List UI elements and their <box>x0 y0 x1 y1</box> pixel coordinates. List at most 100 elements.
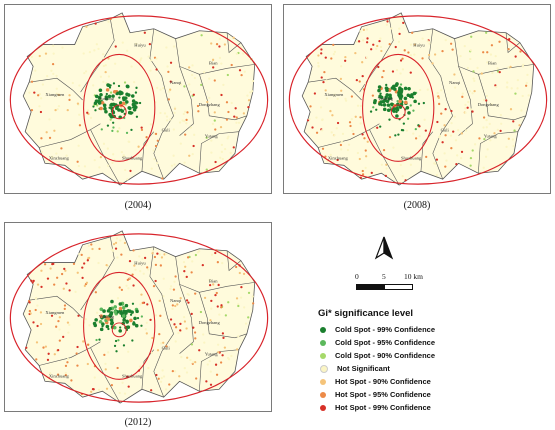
grid-cell-point <box>325 79 328 82</box>
grid-cell-point <box>340 140 344 144</box>
grid-cell-point <box>192 144 195 148</box>
grid-cell-point <box>174 275 177 278</box>
grid-cell-point <box>114 45 117 48</box>
grid-cell-point <box>174 304 177 308</box>
grid-cell-point <box>45 131 48 134</box>
grid-cell-point <box>149 59 153 62</box>
grid-cell-point <box>42 346 45 349</box>
grid-cell-point <box>507 47 510 51</box>
grid-cell-point <box>317 65 320 68</box>
cold-cluster-point <box>108 313 113 318</box>
cold-cluster-point <box>99 92 103 97</box>
grid-cell-point <box>507 137 510 140</box>
grid-cell-point <box>35 358 38 361</box>
grid-cell-point <box>30 108 34 112</box>
cold-cluster-point <box>92 321 97 326</box>
grid-cell-point <box>389 106 392 109</box>
grid-cell-point <box>329 109 332 113</box>
legend-label: Not Significant <box>337 364 390 373</box>
grid-cell-point <box>95 43 98 46</box>
grid-cell-point <box>182 260 186 264</box>
grid-cell-point <box>138 365 142 368</box>
grid-cell-point <box>398 32 401 36</box>
grid-cell-point <box>221 354 224 357</box>
cold-cluster-point <box>118 306 123 311</box>
grid-cell-point <box>347 143 351 146</box>
legend-item-cold-95: Cold Spot - 95% Confidence <box>318 336 435 349</box>
grid-cell-point <box>152 284 156 288</box>
grid-cell-point <box>118 391 121 395</box>
grid-cell-point <box>185 327 188 330</box>
grid-cell-point <box>208 284 212 287</box>
township-boundary <box>428 28 453 180</box>
place-label: Nanqi <box>170 80 182 85</box>
grid-cell-point <box>147 55 150 58</box>
grid-cell-point <box>161 177 164 180</box>
grid-cell-point <box>229 151 232 154</box>
cold-cluster-point <box>134 323 139 328</box>
grid-cell-point <box>456 154 459 157</box>
grid-cell-point <box>409 71 412 74</box>
grid-cell-point <box>163 112 167 115</box>
grid-cell-point <box>422 101 425 105</box>
grid-cell-point <box>66 361 69 364</box>
grid-cell-point <box>413 53 416 56</box>
grid-cell-point <box>358 80 361 83</box>
grid-cell-point <box>220 143 224 147</box>
cold-cluster-point <box>109 114 113 118</box>
grid-cell-point <box>184 265 187 268</box>
grid-cell-point <box>348 121 352 124</box>
grid-cell-point <box>194 292 197 295</box>
grid-cell-point <box>66 321 70 324</box>
cold-cluster-point <box>118 90 122 94</box>
grid-cell-point <box>402 21 405 25</box>
grid-cell-point <box>136 316 140 320</box>
grid-cell-point <box>140 126 143 129</box>
grid-cell-point <box>344 59 347 62</box>
legend-swatch <box>320 326 326 333</box>
cold-cluster-point <box>107 94 112 99</box>
grid-cell-point <box>185 122 188 125</box>
township-boundary <box>141 131 155 172</box>
grid-cell-point <box>218 56 222 60</box>
grid-cell-point <box>41 83 45 86</box>
grid-cell-point <box>230 63 233 67</box>
grid-cell-point <box>90 243 93 246</box>
grid-cell-point <box>51 63 55 66</box>
grid-cell-point <box>380 163 384 166</box>
grid-cell-point <box>463 45 466 48</box>
cold-cluster-point <box>377 85 382 89</box>
grid-cell-point <box>216 305 219 308</box>
grid-cell-point <box>76 102 80 105</box>
grid-cell-point <box>438 135 441 139</box>
grid-cell-point <box>436 91 439 95</box>
cold-cluster-point <box>121 314 126 318</box>
grid-cell-point <box>513 129 516 132</box>
grid-cell-point <box>375 108 378 111</box>
grid-cell-point <box>116 366 119 370</box>
grid-cell-point <box>441 49 444 53</box>
grid-cell-point <box>123 81 127 84</box>
grid-cell-point <box>472 70 475 73</box>
grid-cell-point <box>179 142 182 145</box>
grid-cell-point <box>106 164 110 167</box>
grid-cell-point <box>64 269 67 272</box>
grid-cell-point <box>49 267 52 270</box>
place-label: Bian <box>488 60 497 65</box>
grid-cell-point <box>122 344 126 347</box>
grid-cell-point <box>179 296 182 300</box>
grid-cell-point <box>359 176 362 179</box>
grid-cell-point <box>453 73 456 76</box>
place-label: Guli <box>162 128 171 133</box>
grid-cell-point <box>421 57 424 60</box>
cold-cluster-point <box>395 106 399 111</box>
grid-cell-point <box>76 160 79 163</box>
grid-cell-point <box>473 89 476 93</box>
grid-cell-point <box>34 308 37 312</box>
cold-cluster-point <box>397 94 402 99</box>
cold-cluster-point <box>109 318 114 322</box>
grid-cell-point <box>80 253 83 256</box>
cold-cluster-point <box>124 303 129 308</box>
cold-cluster-point <box>378 102 382 106</box>
grid-cell-point <box>418 125 421 128</box>
